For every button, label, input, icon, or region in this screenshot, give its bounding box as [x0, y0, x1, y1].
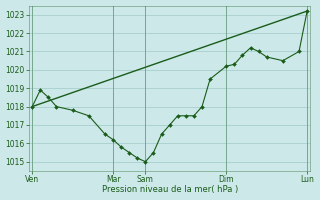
X-axis label: Pression niveau de la mer( hPa ): Pression niveau de la mer( hPa ) — [101, 185, 238, 194]
